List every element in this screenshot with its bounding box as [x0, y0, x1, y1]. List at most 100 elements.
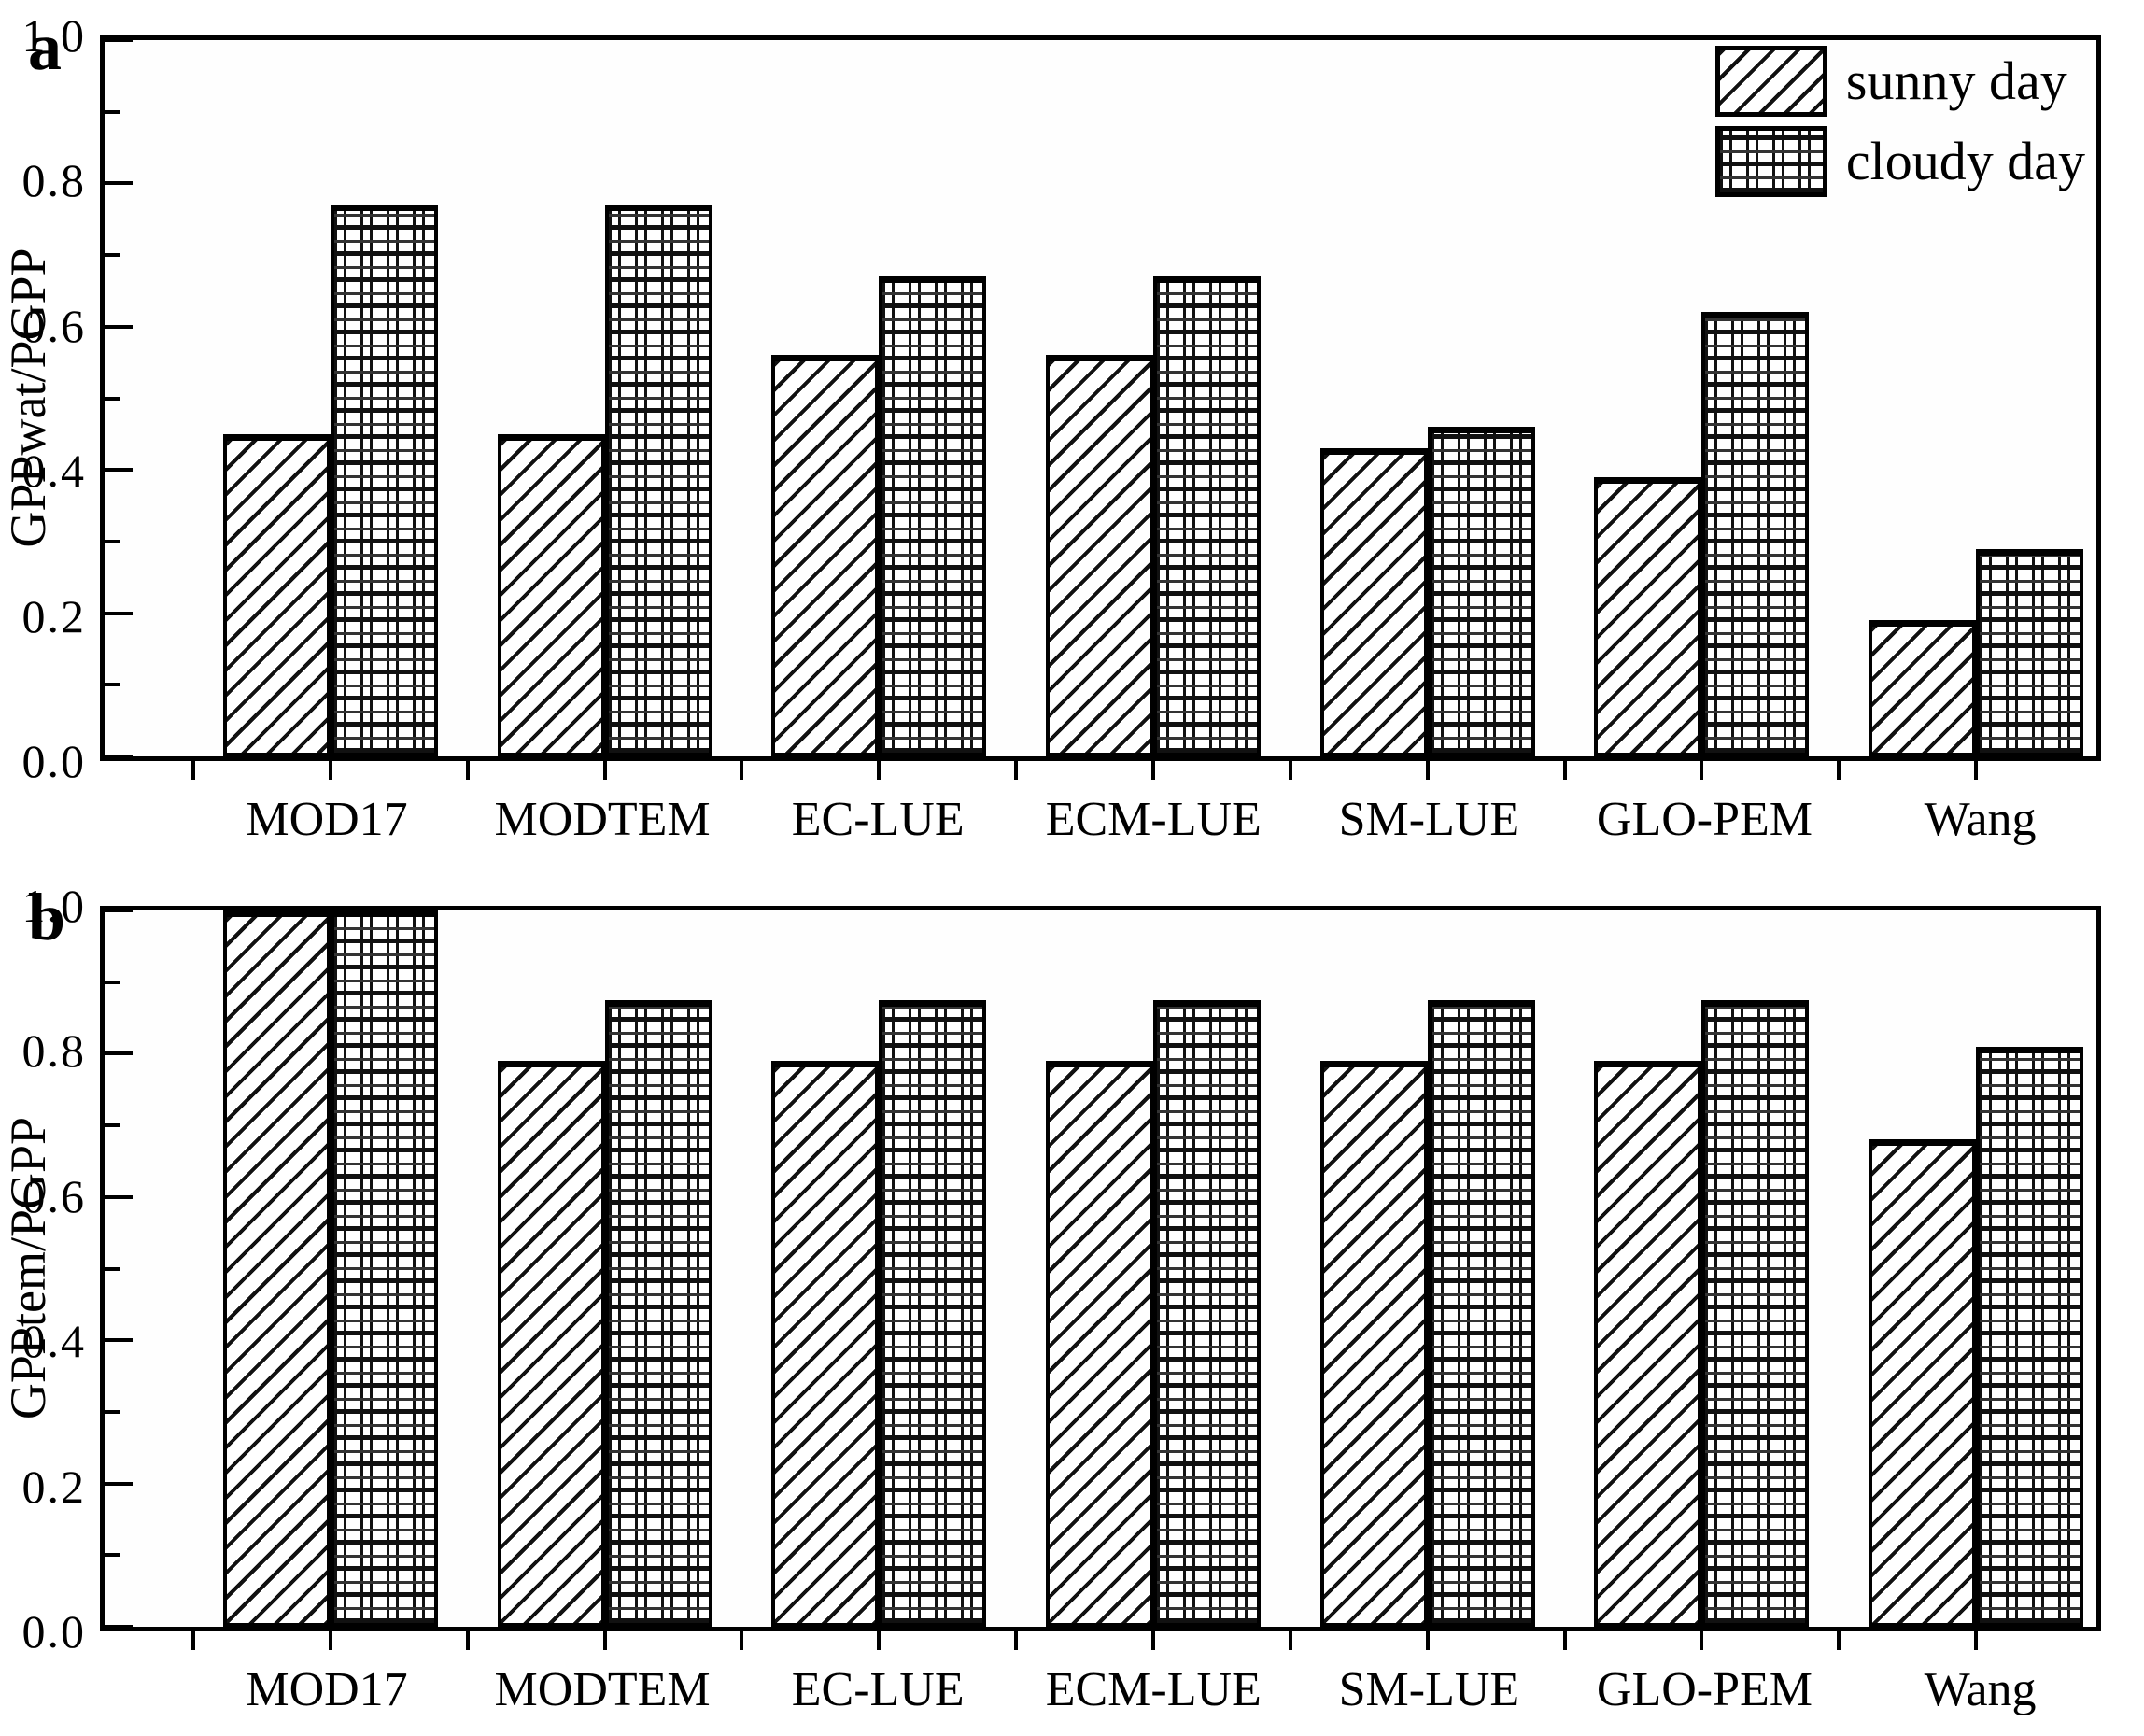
bar-sunny-day-MOD17	[222, 433, 331, 756]
y-major-tick	[105, 611, 133, 615]
bar-cloudy-day-MODTEM	[604, 205, 712, 756]
bar-cloudy-day-Wang	[1976, 548, 2084, 756]
y-tick-label: 1.0	[21, 880, 86, 932]
x-boundary-tick	[1014, 761, 1019, 780]
x-center-tick	[1151, 1631, 1156, 1650]
bar-sunny-day-MODTEM	[497, 433, 605, 756]
bar-sunny-day-ECM-LUE	[1046, 1061, 1154, 1627]
y-tick-label: 0.8	[21, 154, 86, 207]
bar-sunny-day-GLO-PEM	[1594, 1061, 1702, 1627]
panel-b-plot-area	[100, 906, 2101, 1650]
category-label-Wang: Wang	[1924, 793, 2037, 846]
panel-a: a GPPwat/PGPP 1.0 0.8 0.6 0.4 0.2 0.0 sunny d…	[0, 9, 2101, 861]
bar-cloudy-day-SM-LUE	[1427, 427, 1535, 756]
x-center-tick	[602, 761, 607, 780]
x-center-tick	[1700, 761, 1704, 780]
x-boundary-tick	[740, 761, 744, 780]
y-tick-label: 0.4	[21, 1315, 86, 1368]
y-major-tick	[105, 1625, 133, 1629]
y-tick-label: 1.0	[21, 9, 86, 62]
category-label-SM-LUE: SM-LUE	[1338, 793, 1520, 846]
y-tick-label: 0.6	[21, 299, 86, 352]
y-minor-tick	[105, 1266, 120, 1271]
bar-cloudy-day-MOD17	[330, 205, 438, 756]
legend-item-sunny: sunny day	[1714, 46, 2085, 117]
x-boundary-tick	[465, 1631, 470, 1650]
y-major-tick	[105, 1194, 133, 1199]
bar-sunny-day-EC-LUE	[771, 1061, 880, 1627]
bar-sunny-day-SM-LUE	[1319, 448, 1428, 756]
y-major-tick	[105, 38, 133, 42]
y-major-tick	[105, 909, 133, 912]
x-center-tick	[1425, 761, 1430, 780]
legend-label-cloudy: cloudy day	[1845, 131, 2085, 191]
category-label-EC-LUE: EC-LUE	[791, 1663, 965, 1716]
y-tick-label: 0.0	[21, 1605, 86, 1658]
legend: sunny day cloudy day	[1714, 46, 2085, 206]
cloudy-day-swatch-icon	[1714, 126, 1827, 197]
sunny-day-swatch-icon	[1714, 46, 1827, 117]
category-label-ECM-LUE: ECM-LUE	[1045, 1663, 1262, 1716]
category-label-MOD17: MOD17	[246, 793, 408, 846]
bar-sunny-day-GLO-PEM	[1594, 476, 1702, 756]
x-center-tick	[877, 761, 882, 780]
panel-b: b GPPtem/PGPP 1.0 0.8 0.6 0.4 0.2 0.0 MOD17 MO…	[0, 870, 2144, 1736]
legend-item-cloudy: cloudy day	[1714, 126, 2085, 197]
panel-b-category-labels: MOD17 MODTEM EC-LUE ECM-LUE SM-LUE GLO-PEM Wan…	[100, 1666, 2101, 1731]
x-boundary-tick	[191, 1631, 196, 1650]
bar-sunny-day-Wang	[1869, 1139, 1977, 1627]
y-minor-tick	[105, 1123, 120, 1128]
y-major-tick	[105, 755, 133, 758]
y-major-tick	[105, 1338, 133, 1343]
bar-sunny-day-ECM-LUE	[1046, 355, 1154, 756]
category-label-SM-LUE: SM-LUE	[1338, 1663, 1520, 1716]
bar-cloudy-day-GLO-PEM	[1701, 999, 1810, 1627]
y-minor-tick	[105, 539, 120, 543]
bar-cloudy-day-ECM-LUE	[1153, 999, 1262, 1627]
panel-a-letter: a	[28, 9, 62, 84]
y-minor-tick	[105, 980, 120, 984]
bar-sunny-day-MOD17	[222, 910, 331, 1627]
y-minor-tick	[105, 1553, 120, 1558]
x-center-tick	[1700, 1631, 1704, 1650]
panel-a-y-tick-labels: 1.0 0.8 0.6 0.4 0.2 0.0	[0, 12, 86, 784]
y-minor-tick	[105, 1409, 120, 1414]
x-boundary-tick	[191, 761, 196, 780]
bar-cloudy-day-SM-LUE	[1427, 999, 1535, 1627]
x-center-tick	[1974, 1631, 1979, 1650]
y-minor-tick	[105, 396, 120, 401]
category-label-Wang: Wang	[1924, 1663, 2037, 1716]
panel-a-category-labels: MOD17 MODTEM EC-LUE ECM-LUE SM-LUE GLO-PEM Wan…	[100, 796, 2101, 861]
x-boundary-tick	[1837, 1631, 1841, 1650]
x-center-tick	[328, 761, 332, 780]
x-boundary-tick	[1288, 761, 1292, 780]
x-center-tick	[328, 1631, 332, 1650]
bar-sunny-day-EC-LUE	[771, 355, 880, 756]
x-boundary-tick	[1014, 1631, 1019, 1650]
x-boundary-tick	[465, 761, 470, 780]
y-tick-label: 0.4	[21, 445, 86, 498]
bar-sunny-day-MODTEM	[497, 1061, 605, 1627]
y-major-tick	[105, 324, 133, 329]
category-label-GLO-PEM: GLO-PEM	[1596, 793, 1813, 846]
x-boundary-tick	[1837, 761, 1841, 780]
x-center-tick	[877, 1631, 882, 1650]
bar-cloudy-day-EC-LUE	[879, 999, 987, 1627]
y-minor-tick	[105, 253, 120, 258]
x-center-tick	[602, 1631, 607, 1650]
panel-a-plot-area: sunny day cloudy day	[100, 35, 2101, 780]
y-tick-label: 0.6	[21, 1169, 86, 1222]
y-tick-label: 0.8	[21, 1024, 86, 1078]
category-label-ECM-LUE: ECM-LUE	[1045, 793, 1262, 846]
x-center-tick	[1425, 1631, 1430, 1650]
y-tick-label: 0.0	[21, 735, 86, 787]
x-boundary-tick	[1562, 1631, 1567, 1650]
category-label-EC-LUE: EC-LUE	[791, 793, 965, 846]
panel-b-y-tick-labels: 1.0 0.8 0.6 0.4 0.2 0.0	[0, 882, 86, 1655]
x-center-tick	[1151, 761, 1156, 780]
bar-cloudy-day-ECM-LUE	[1153, 276, 1262, 756]
y-tick-label: 0.2	[21, 589, 86, 642]
y-major-tick	[105, 181, 133, 186]
bar-sunny-day-Wang	[1869, 620, 1977, 756]
